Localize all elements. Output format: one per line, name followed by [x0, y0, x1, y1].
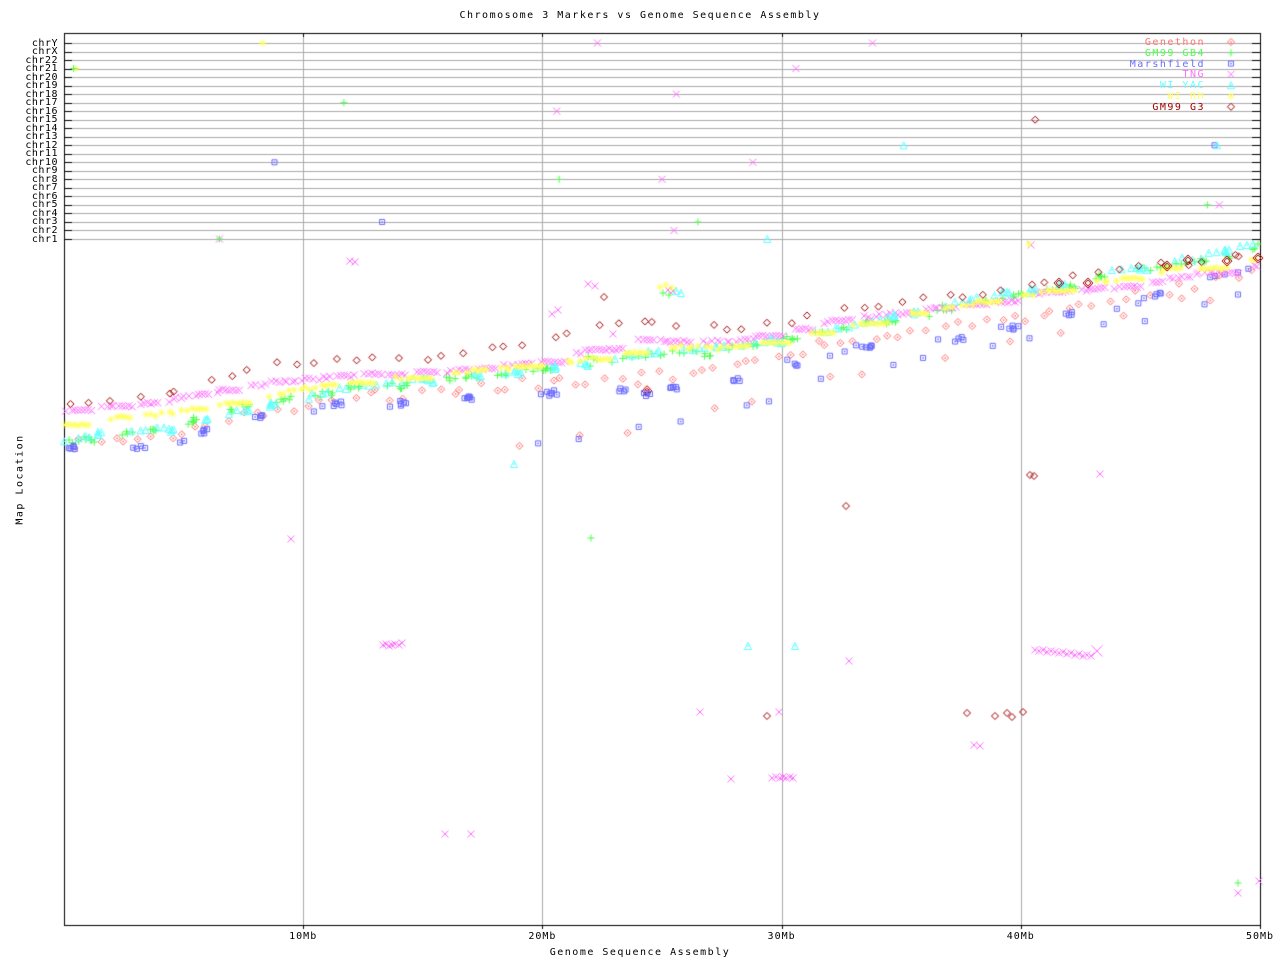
- y-tick-label-chr17: chr17: [25, 97, 58, 109]
- y-tick-label-chr19: chr19: [25, 80, 58, 92]
- y-tick-label-chr15: chr15: [25, 114, 58, 126]
- y-tick-label-chr8: chr8: [31, 173, 58, 185]
- y-axis-title: Map Location: [14, 434, 26, 525]
- y-tick-label-chr14: chr14: [25, 122, 58, 134]
- legend-label-marshfield: Marshfield: [1129, 58, 1205, 70]
- y-tick-label-chr22: chr22: [25, 54, 58, 66]
- x-tick-label-40Mb: 40Mb: [1006, 931, 1035, 942]
- y-tick-label-chr7: chr7: [31, 182, 58, 194]
- legend-label-gm99-g3: GM99 G3: [1152, 101, 1205, 113]
- x-tick-label-50Mb: 50Mb: [1245, 931, 1275, 942]
- chart-title: Chromosome 3 Markers vs Genome Sequence …: [459, 10, 821, 21]
- y-tick-label-chr4: chr4: [31, 207, 58, 219]
- x-tick-label-20Mb: 20Mb: [528, 931, 557, 942]
- y-tick-label-chr11: chr11: [25, 148, 58, 160]
- y-tick-label-chr16: chr16: [25, 105, 58, 117]
- x-axis-title: Genome Sequence Assembly: [549, 947, 731, 958]
- y-tick-label-chr1: chr1: [31, 233, 58, 245]
- y-tick-label-chrX: chrX: [31, 46, 58, 58]
- y-tick-label-chr20: chr20: [25, 71, 58, 83]
- y-tick-label-chr3: chr3: [31, 216, 58, 228]
- legend-label-genethon: Genethon: [1144, 37, 1205, 48]
- legend-label-tng: TNG: [1182, 69, 1205, 81]
- legend-label-gm99-gb4: GM99 GB4: [1144, 47, 1205, 59]
- legend-label-wi-yac: WI YAC: [1159, 80, 1205, 92]
- y-tick-label-chrY: chrY: [31, 37, 58, 49]
- y-tick-label-chr6: chr6: [31, 190, 58, 202]
- y-tick-label-chr5: chr5: [31, 199, 58, 211]
- y-tick-label-chr2: chr2: [31, 224, 58, 236]
- x-tick-label-10Mb: 10Mb: [289, 931, 318, 942]
- y-tick-label-chr18: chr18: [25, 88, 58, 100]
- x-tick-label-30Mb: 30Mb: [767, 931, 796, 942]
- y-tick-label-chr13: chr13: [25, 131, 58, 143]
- legend-label-wi-rh: WI RH: [1167, 91, 1205, 102]
- y-tick-label-chr9: chr9: [31, 165, 58, 177]
- y-tick-label-chr12: chr12: [25, 139, 58, 151]
- y-tick-label-chr10: chr10: [25, 156, 58, 168]
- y-tick-label-chr21: chr21: [25, 63, 58, 75]
